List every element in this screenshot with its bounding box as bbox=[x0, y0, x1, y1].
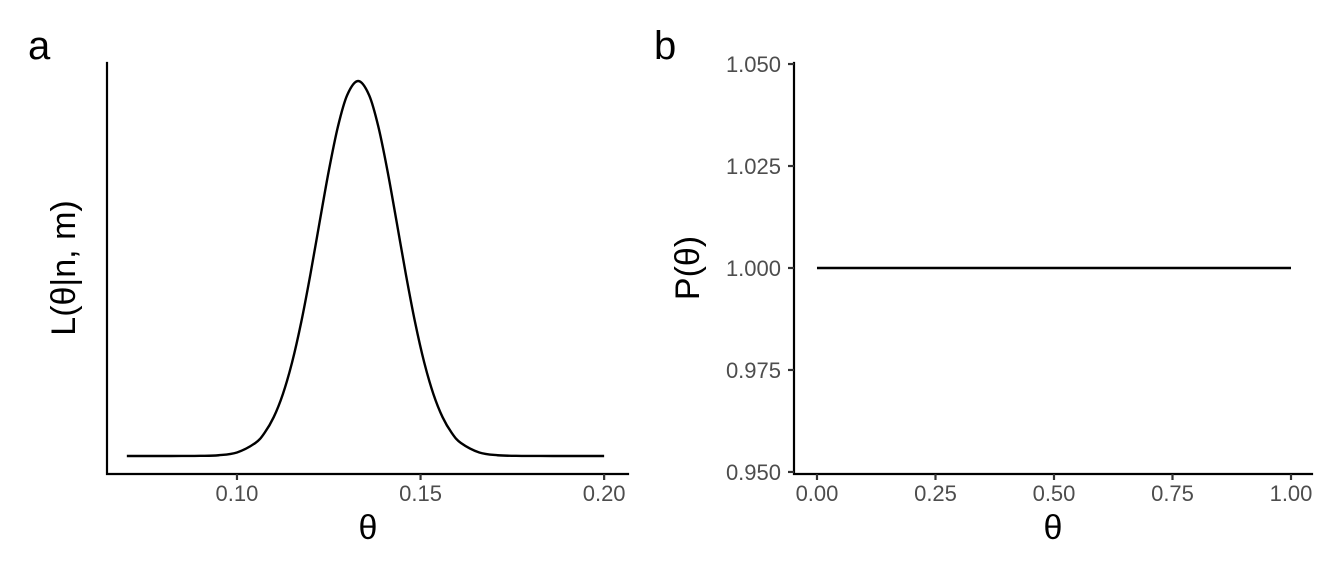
panel-b-label: b bbox=[654, 24, 676, 68]
panel-a-y-axis-title: L(θ|n, m) bbox=[45, 200, 83, 335]
y-tick-label: 0.950 bbox=[726, 460, 781, 485]
x-tick-label: 0.15 bbox=[399, 481, 442, 506]
axis-lines bbox=[105, 61, 630, 476]
y-tick-label: 0.975 bbox=[726, 358, 781, 383]
x-tick-label: 0.50 bbox=[1033, 481, 1076, 506]
panel-b: b θ P(θ) 0.00 0.25 0.50 0.75 1.00 0.950 0.975 1… bbox=[654, 24, 1314, 547]
panel-a: a θ L(θ|n, m) 0.10 0.15 0.20 bbox=[28, 24, 630, 547]
x-tick-label: 0.75 bbox=[1151, 481, 1194, 506]
panel-b-plot-area: 0.00 0.25 0.50 0.75 1.00 0.950 0.975 1.000 1.025… bbox=[726, 52, 1314, 506]
panel-a-plot-area: 0.10 0.15 0.20 bbox=[105, 61, 630, 506]
x-tick-label: 0.00 bbox=[796, 481, 839, 506]
axis-lines bbox=[792, 61, 1314, 476]
panel-b-x-axis-title: θ bbox=[1044, 509, 1063, 547]
y-tick-label: 1.025 bbox=[726, 154, 781, 179]
y-tick-label: 1.000 bbox=[726, 256, 781, 281]
x-tick-label: 0.10 bbox=[216, 481, 259, 506]
y-tick-label: 1.050 bbox=[726, 52, 781, 77]
series-line-likelihood bbox=[126, 79, 605, 458]
x-tick-label: 1.00 bbox=[1270, 481, 1313, 506]
panel-a-x-axis-title: θ bbox=[359, 509, 378, 547]
x-tick-label: 0.20 bbox=[583, 481, 626, 506]
x-tick-label: 0.25 bbox=[914, 481, 957, 506]
panel-a-label: a bbox=[28, 24, 51, 68]
panel-b-y-axis-title: P(θ) bbox=[669, 236, 707, 300]
